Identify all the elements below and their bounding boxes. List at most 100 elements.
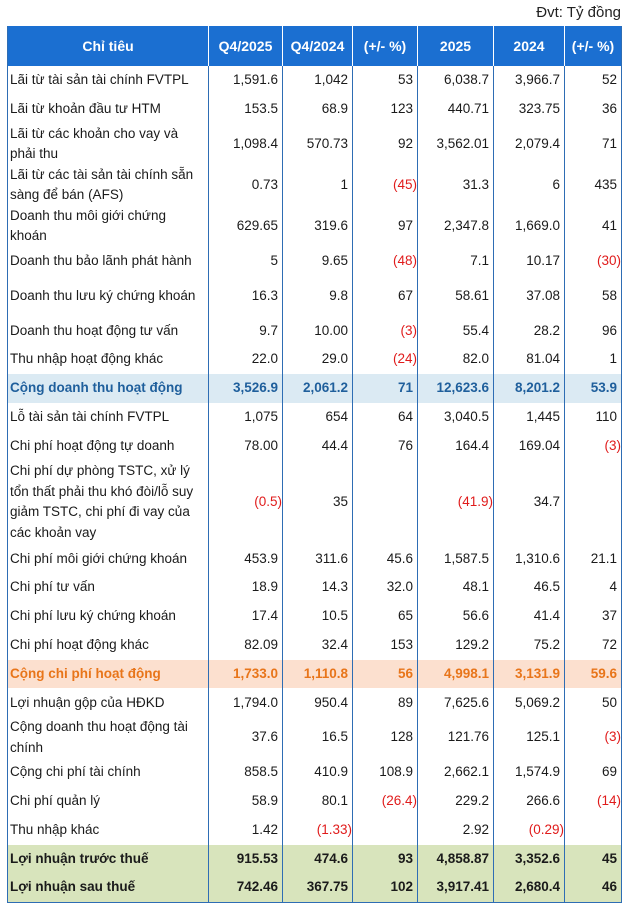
row-label: Chi phí tư vấn [7,573,209,602]
cell-quarter-change: (48) [352,246,418,276]
cell-year-change: 53.9 [564,373,622,403]
row-label: Lợi nhuận sau thuế [7,873,209,903]
table-row: Chi phí hoạt động khác 82.09 32.4 153 129.2 7… [7,630,622,660]
cell-2024: 3,352.6 [493,844,565,874]
cell-year-change: 96 [601,322,617,338]
cell-q4-2024: 1,110.8 [282,659,353,689]
cell-q4-2024: 1,042 [282,66,353,95]
cell-q4-2025: 78.00 [208,431,283,461]
cell-2025: 2,662.1 [417,758,494,787]
cell-2024: 34.7 [493,460,565,545]
cell-quarter-change: 67 [352,275,418,317]
cell-2024: 81.04 [493,345,565,374]
header-indicator: Chỉ tiêu [7,26,209,66]
row-label: Chi phí hoạt động khác [7,630,209,660]
cell-year-change: 72 [601,636,617,652]
cell-2025: 7.1 [417,246,494,276]
cell-2025: 55.4 [417,316,494,346]
cell-quarter-change: 102 [352,873,418,903]
table-row: Chi phí tư vấn 18.9 14.3 32.0 48.1 46.5 4 [7,573,622,602]
header-quarter-change: (+/- %) [352,26,418,66]
row-label: Doanh thu hoạt động tư vấn [7,316,209,346]
cell-2024: 3,131.9 [493,659,565,689]
row-label: Chi phí quản lý [7,786,209,816]
cell-year-change: 110 [595,408,617,424]
cell-2025: 58.61 [417,275,494,317]
table-row: Thu nhập hoạt động khác 22.0 29.0 (24) 82.0 8… [7,345,622,374]
cell-year-change: 59.6 [564,659,622,689]
cell-year-change: 52 [601,72,617,88]
table-row: Cộng doanh thu hoạt động tài chính 37.6 16… [7,717,622,759]
cell-2025: 121.76 [417,717,494,759]
row-label: Doanh thu bảo lãnh phát hành [7,246,209,276]
cell-q4-2025: 1,591.6 [208,66,283,95]
cell-q4-2024: 950.4 [282,688,353,718]
table-row: Doanh thu hoạt động tư vấn 9.7 10.00 (3) 55.… [7,316,622,346]
cell-year-change: 46 [564,873,622,903]
cell-quarter-change: 53 [352,66,418,95]
table-row: Lãi từ khoản đầu tư HTM 153.5 68.9 123 440.7… [7,94,622,124]
row-label: Lỗ tài sản tài chính FVTPL [7,402,209,432]
table-row: Cộng doanh thu hoạt động 3,526.9 2,061.2 71… [7,373,622,403]
cell-2024: 6 [493,164,565,206]
cell-year-change: 1 [609,351,617,367]
cell-quarter-change: (24) [352,345,418,374]
cell-2024: (0.29) [493,815,565,845]
cell-q4-2025: 742.46 [208,873,283,903]
row-label: Lãi từ các tài sản tài chính sẵn sàng để… [7,164,209,206]
cell-year-change: 69 [601,764,617,780]
cell-year-change: (30) [596,252,621,268]
cell-q4-2024: 68.9 [282,94,353,124]
cell-quarter-change [352,460,418,545]
cell-q4-2025: 453.9 [208,544,283,574]
cell-year-change: 21.1 [590,550,617,566]
cell-year-change: 4 [609,579,617,595]
cell-2024: 125.1 [493,717,565,759]
cell-year-change: 37 [601,608,617,624]
cell-2025: 48.1 [417,573,494,602]
cell-q4-2024: 80.1 [282,786,353,816]
table-row: Lãi từ tài sản tài chính FVTPL 1,591.6 1,0… [7,66,622,95]
row-label: Cộng doanh thu hoạt động [7,373,209,403]
cell-q4-2025: 18.9 [208,573,283,602]
row-label: Thu nhập khác [7,815,209,845]
table-row: Chi phí môi giới chứng khoán 453.9 311.6 45… [7,544,622,574]
cell-q4-2024: 2,061.2 [282,373,353,403]
cell-2025: 2,347.8 [417,205,494,247]
cell-quarter-change: 123 [352,94,418,124]
cell-year-change: 41 [601,217,617,233]
header-year-change: (+/- %) [564,26,622,66]
cell-q4-2025: (0.5) [208,460,283,545]
cell-q4-2024: 16.5 [282,717,353,759]
cell-2024: 1,574.9 [493,758,565,787]
table-row: Cộng chi phí tài chính 858.5 410.9 108.9 2,6… [7,758,622,787]
cell-q4-2025: 9.7 [208,316,283,346]
cell-q4-2025: 1,733.0 [208,659,283,689]
cell-2024: 1,445 [493,402,565,432]
cell-quarter-change: 64 [352,402,418,432]
cell-2025: 2.92 [417,815,494,845]
cell-quarter-change: 32.0 [352,573,418,602]
row-label: Chi phí lưu ký chứng khoán [7,601,209,631]
cell-q4-2024: 319.6 [282,205,353,247]
cell-quarter-change: 97 [352,205,418,247]
cell-q4-2025: 58.9 [208,786,283,816]
cell-2025: 129.2 [417,630,494,660]
cell-2025: 7,625.6 [417,688,494,718]
cell-2025: 12,623.6 [417,373,494,403]
cell-q4-2025: 629.65 [208,205,283,247]
row-label: Cộng chi phí hoạt động [7,659,209,689]
table-row: Doanh thu bảo lãnh phát hành 5 9.65 (48) 7.1… [7,246,622,276]
table-row: Doanh thu môi giới chứng khoán 629.65 319.… [7,205,622,247]
cell-q4-2025: 5 [208,246,283,276]
cell-q4-2024: 10.5 [282,601,353,631]
cell-quarter-change: 153 [352,630,418,660]
table-row: Lỗ tài sản tài chính FVTPL 1,075 654 64 3,04… [7,402,622,432]
cell-2025: 6,038.7 [417,66,494,95]
cell-quarter-change: 93 [352,844,418,874]
cell-q4-2024: 410.9 [282,758,353,787]
cell-2024: 2,079.4 [493,123,565,165]
row-label: Lợi nhuận trước thuế [7,844,209,874]
table-row: Chi phí dự phòng TSTC, xử lý tổn thất ph… [7,460,622,545]
row-label: Cộng chi phí tài chính [7,758,209,787]
